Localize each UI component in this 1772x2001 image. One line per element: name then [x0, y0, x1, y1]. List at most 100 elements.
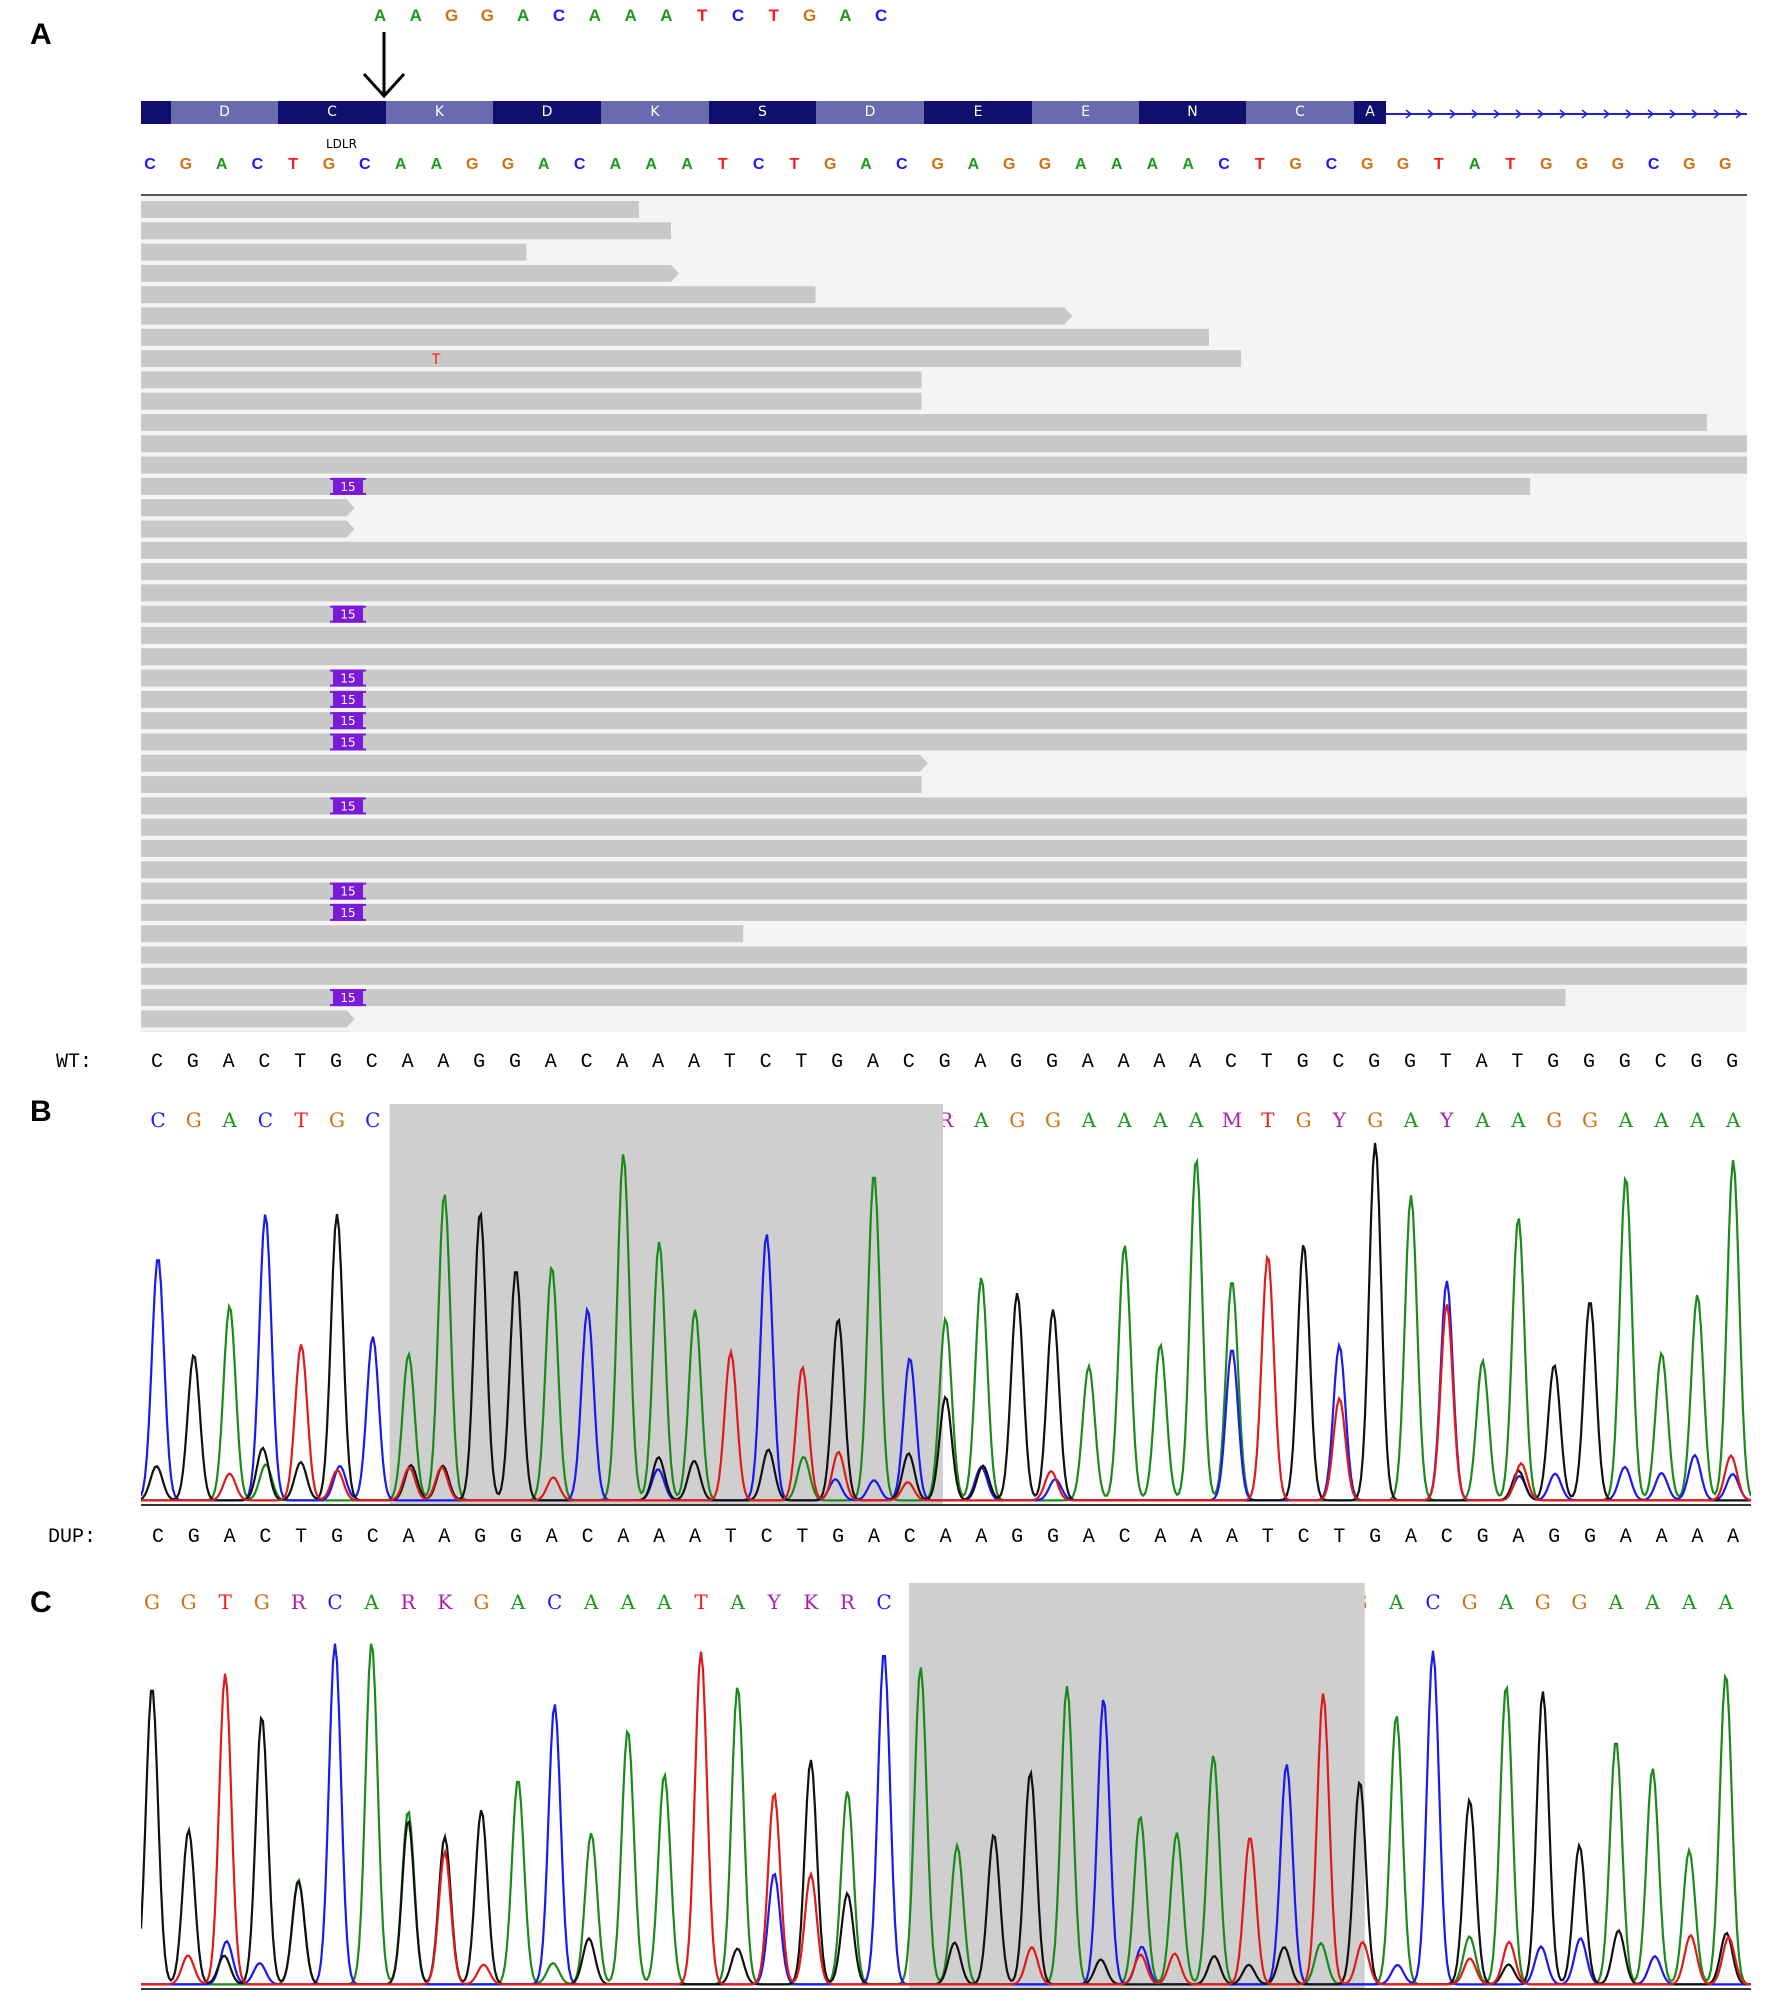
- base-call: A: [1654, 1108, 1669, 1132]
- read: [141, 243, 527, 261]
- insertion-marker[interactable]: 15: [330, 669, 366, 687]
- sequence-base: A: [687, 1051, 700, 1074]
- sequence-base: G: [938, 1051, 951, 1074]
- amino-acid-label: D: [541, 104, 553, 120]
- base-call: C: [150, 1108, 166, 1132]
- sequence-base: C: [1297, 1526, 1310, 1549]
- sequence-base: C: [1118, 1526, 1131, 1549]
- sequence-base: T: [294, 1051, 307, 1074]
- reference-base: T: [789, 156, 800, 173]
- inserted-base: C: [731, 6, 745, 25]
- sequence-base: G: [474, 1526, 487, 1549]
- reference-base: T: [1433, 156, 1444, 173]
- base-call: A: [1725, 1108, 1741, 1132]
- reference-base: A: [609, 156, 622, 173]
- sequence-base: A: [652, 1051, 665, 1074]
- sequence-base: G: [508, 1051, 521, 1074]
- inserted-base: G: [444, 6, 459, 25]
- sequence-base: A: [545, 1526, 558, 1549]
- reads-svg: T 15 15 15 15 15 15 15 15 15 15: [141, 201, 1747, 1049]
- intron-line: [1386, 109, 1747, 119]
- inserted-base: A: [373, 6, 387, 25]
- exon-segment: [1032, 101, 1139, 124]
- base-call: T: [694, 1590, 708, 1614]
- base-call: G: [253, 1590, 270, 1614]
- dup-label: DUP:: [48, 1526, 97, 1549]
- base-call: C: [546, 1590, 563, 1614]
- insertion-marker[interactable]: 15: [330, 882, 366, 900]
- amino-acid-label: N: [1187, 104, 1198, 120]
- sequence-base: A: [222, 1051, 235, 1074]
- sequence-base: G: [473, 1051, 486, 1074]
- read: [141, 307, 1073, 325]
- base-call: A: [1153, 1108, 1168, 1132]
- base-call: A: [1403, 1108, 1419, 1132]
- sequence-base: T: [1261, 1526, 1274, 1549]
- insertion-label: 15: [340, 799, 355, 813]
- sequence-base: C: [259, 1526, 272, 1549]
- base-call: A: [1188, 1108, 1204, 1132]
- insertion-marker[interactable]: 15: [330, 733, 366, 751]
- sequence-base: T: [1511, 1051, 1524, 1074]
- sequence-base: G: [1582, 1051, 1595, 1074]
- trace-t: [141, 1651, 1751, 1986]
- insertion-marker[interactable]: 15: [330, 690, 366, 708]
- insertion-marker[interactable]: 15: [330, 605, 366, 623]
- base-call: R: [839, 1590, 855, 1614]
- sequence-base: G: [1476, 1526, 1489, 1549]
- sequence-base: A: [866, 1051, 879, 1074]
- read: [141, 541, 1747, 559]
- insertion-marker[interactable]: 15: [330, 477, 366, 495]
- reads-panel[interactable]: T 15 15 15 15 15 15 15 15 15 15: [141, 194, 1747, 1049]
- sequence-base: G: [832, 1526, 845, 1549]
- sequence-base: A: [974, 1051, 987, 1074]
- exon-segment: [709, 101, 816, 124]
- down-arrow-icon: [362, 32, 406, 99]
- sequence-base: A: [223, 1526, 236, 1549]
- reference-base: G: [1611, 156, 1625, 173]
- reference-base: G: [322, 156, 336, 173]
- reference-base: C: [752, 156, 765, 173]
- base-call: A: [1389, 1590, 1404, 1614]
- insertion-label: 15: [340, 736, 355, 750]
- insertion-label: 15: [340, 714, 355, 728]
- sequence-base: A: [1512, 1526, 1525, 1549]
- exon-segment: [816, 101, 924, 124]
- sequence-base: C: [902, 1051, 915, 1074]
- reference-base: A: [967, 156, 980, 173]
- base-call: C: [876, 1590, 892, 1614]
- exon-segment: [1139, 101, 1246, 124]
- insertion-marker[interactable]: 15: [330, 989, 366, 1007]
- reference-base: A: [681, 156, 693, 173]
- base-call: G: [1009, 1108, 1026, 1132]
- reference-base: G: [1575, 156, 1589, 173]
- amino-acid-label: C: [327, 104, 337, 120]
- read: [141, 797, 1747, 815]
- sequence-base: T: [724, 1526, 737, 1549]
- read: [141, 648, 1747, 666]
- base-call: G: [473, 1590, 490, 1614]
- reference-base: A: [1182, 156, 1194, 173]
- sequence-base: G: [1583, 1526, 1596, 1549]
- insertion-marker[interactable]: 15: [330, 903, 366, 921]
- reference-base: A: [860, 156, 872, 173]
- sequence-base: C: [1332, 1051, 1345, 1074]
- base-call: G: [1546, 1108, 1563, 1132]
- insertion-marker[interactable]: 15: [330, 797, 366, 815]
- exon-segment: [924, 101, 1032, 124]
- read: [141, 584, 1747, 602]
- insertion-marker[interactable]: 15: [330, 712, 366, 730]
- sequence-base: C: [258, 1051, 271, 1074]
- sequence-base: A: [975, 1526, 988, 1549]
- reference-base: C: [1218, 156, 1230, 173]
- reference-base: A: [1146, 156, 1159, 173]
- sequence-base: C: [581, 1526, 594, 1549]
- reference-base: G: [1289, 156, 1302, 173]
- amino-acid-label: K: [650, 104, 660, 120]
- reference-base: G: [823, 156, 837, 173]
- sequence-base: C: [366, 1526, 379, 1549]
- read: [141, 733, 1747, 751]
